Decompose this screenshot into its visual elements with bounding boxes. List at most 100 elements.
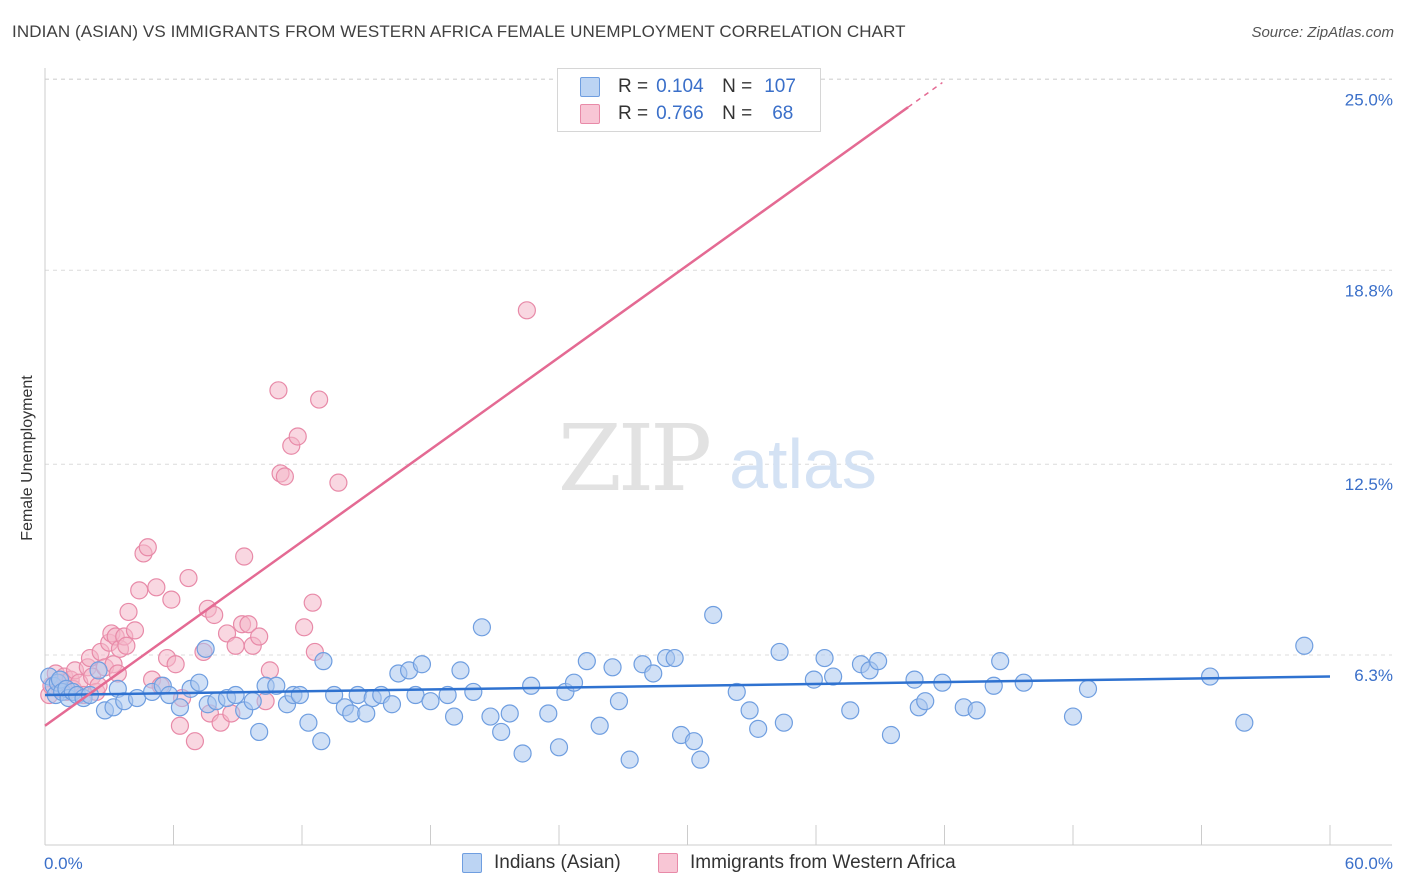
data-point-indians [916,692,935,711]
data-point-indians [1063,707,1083,726]
data-point-western-africa [269,381,288,400]
data-point-indians [905,670,924,689]
data-point-indians [644,664,663,683]
data-point-indians [577,652,596,671]
series-legend: Indians (Asian) Immigrants from Western … [0,852,1406,878]
data-point-indians [500,704,519,723]
data-point-indians [539,704,558,723]
n-label: N = [722,76,753,97]
x-tick-label: 60.0% [1345,854,1393,873]
data-point-indians [412,655,432,674]
data-point-indians [691,750,710,769]
data-point-indians [1014,673,1033,692]
stats-legend: R = 0.104 N = 107 R = 0.766 N = 68 [557,68,821,132]
data-point-indians [226,685,245,705]
data-point-indians [841,701,860,720]
data-point-indians [513,744,532,763]
data-point-indians [774,713,793,732]
data-point-indians [89,661,108,680]
stats-row-indians: R = 0.104 N = 107 [580,75,796,99]
legend-label-indians: Indians (Asian) [494,852,621,873]
data-point-western-africa [295,618,314,637]
data-point-western-africa [329,473,348,492]
data-point-indians [727,682,746,702]
data-point-indians [1078,679,1098,698]
data-point-western-africa [205,605,224,625]
data-point-western-africa [162,590,181,609]
data-point-indians [991,652,1010,671]
gridlines [45,78,1392,656]
data-point-western-africa [147,578,166,597]
y-tick-label: 12.5% [1345,475,1393,494]
data-point-indians [824,667,843,686]
data-point-western-africa [303,593,322,612]
legend-item-western-africa[interactable]: Immigrants from Western Africa [658,852,956,874]
r-label: R = [618,76,649,97]
r-label: R = [618,103,649,124]
data-point-western-africa [226,636,245,655]
y-tick-label: 25.0% [1345,91,1393,110]
data-point-indians [357,704,376,723]
data-point-indians [196,639,215,658]
data-point-indians [1235,713,1254,732]
data-point-indians [299,713,318,732]
data-point-western-africa [517,301,536,320]
data-point-western-africa [125,621,145,640]
x-tick-label: 0.0% [44,854,83,873]
data-point-indians [620,750,639,769]
data-point-western-africa [250,627,269,646]
data-point-indians [421,692,440,711]
data-point-indians [438,685,457,705]
data-point-western-africa [260,661,279,680]
tick-labels: 6.3% 12.5% 18.8% 25.0% 0.0% 60.0% [44,91,1393,874]
data-point-indians [472,618,491,637]
data-point-western-africa [179,568,198,588]
data-point-indians [1295,636,1314,655]
data-point-indians [749,719,768,738]
data-point-indians [160,685,179,705]
r-value-indians: 0.104 [656,76,704,97]
data-point-indians [464,682,483,702]
western-africa-swatch [580,104,600,124]
n-value-western-africa: 68 [772,103,794,124]
data-point-indians [348,685,367,705]
trend-line-western-africa-extension [907,81,943,108]
data-point-western-africa [119,602,138,622]
trend-lines [44,81,1331,727]
data-point-indians [770,642,789,662]
data-point-indians [684,732,704,751]
western-africa-legend-swatch [658,853,678,873]
legend-item-indians[interactable]: Indians (Asian) [462,852,621,874]
indians-swatch [580,77,600,97]
watermark: ZIP atlas [558,405,877,512]
stats-row-western-africa: R = 0.766 N = 68 [580,102,793,126]
indians-asian-points [40,605,1314,769]
trend-line-indians [44,675,1331,697]
data-point-indians [312,732,331,751]
r-value-western-africa: 0.766 [656,103,704,124]
watermark-atlas: atlas [729,425,877,503]
n-label: N = [722,103,753,124]
data-point-indians [609,692,629,711]
n-value-indians: 107 [764,76,796,97]
data-point-indians [243,692,262,711]
data-point-western-africa [170,716,190,735]
data-point-indians [290,685,309,705]
data-point-indians [704,605,723,625]
data-point-indians [267,676,286,695]
data-point-indians [1200,667,1220,686]
data-point-western-africa [275,467,294,486]
data-point-western-africa [235,547,254,566]
watermark-zip: ZIP [558,405,709,512]
indians-legend-swatch [462,853,482,873]
legend-label-western-africa: Immigrants from Western Africa [690,852,956,873]
data-point-indians [815,648,834,668]
data-point-indians [984,676,1003,695]
data-point-indians [522,676,541,695]
data-point-indians [881,725,901,745]
data-point-indians [665,648,684,668]
data-point-western-africa [117,636,136,655]
data-point-indians [869,652,888,671]
data-point-indians [444,707,464,726]
